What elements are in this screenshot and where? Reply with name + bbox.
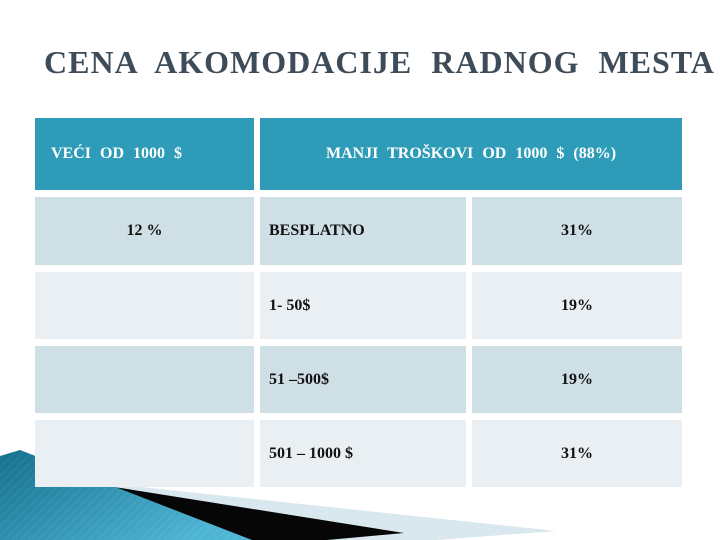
table-cell-share: 31% [472, 197, 682, 265]
table-cell-share: 31% [472, 420, 682, 487]
table-cell-share: 19% [472, 346, 682, 413]
table-cell-category: BESPLATNO [260, 197, 466, 265]
accent-pale-stripe [112, 484, 556, 540]
page-title: CENA AKOMODACIJE RADNOG MESTA [44, 44, 715, 80]
table-cell-empty [35, 272, 254, 339]
table-header-over-1000: VEĆI OD 1000 $ [35, 118, 254, 190]
table-cell-empty [35, 420, 254, 487]
table-header-under-1000: MANJI TROŠKOVI OD 1000 $ (88%) [260, 118, 682, 190]
table-cell-empty [35, 346, 254, 413]
accent-black-stripe [108, 486, 404, 540]
table-cell-share: 19% [472, 272, 682, 339]
table-cell-category: 1- 50$ [260, 272, 466, 339]
table-cell-over1000-share: 12 % [35, 197, 254, 265]
accommodation-cost-table: VEĆI OD 1000 $ MANJI TROŠKOVI OD 1000 $ … [35, 118, 682, 487]
table-cell-category: 501 – 1000 $ [260, 420, 466, 487]
table-cell-category: 51 –500$ [260, 346, 466, 413]
